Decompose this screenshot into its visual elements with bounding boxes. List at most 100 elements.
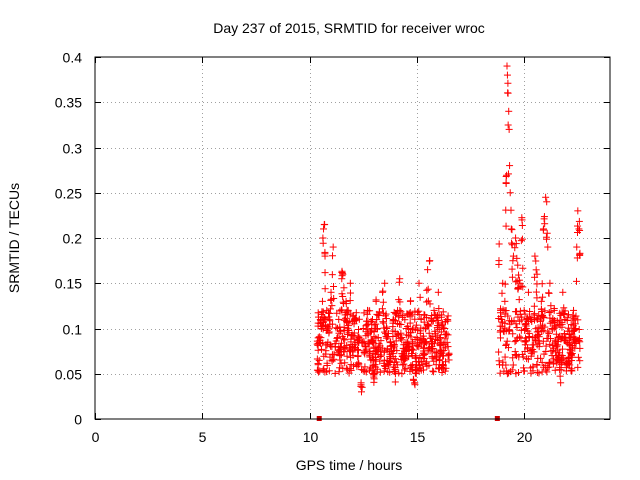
data-point [370, 321, 378, 329]
data-point [506, 162, 514, 170]
data-point [417, 366, 425, 374]
data-point [427, 316, 435, 324]
data-point [333, 309, 341, 317]
data-point [435, 364, 443, 372]
data-point [380, 367, 388, 375]
data-point [405, 340, 413, 348]
data-point [523, 314, 531, 322]
data-point [511, 348, 519, 356]
data-point [542, 233, 550, 241]
data-point [398, 370, 406, 378]
data-point [498, 289, 506, 297]
data-point [410, 376, 418, 384]
data-point [514, 313, 522, 321]
data-point [380, 319, 388, 327]
data-point [559, 288, 567, 296]
data-point [575, 325, 583, 333]
data-point [338, 290, 346, 298]
data-point [509, 257, 517, 265]
data-point [335, 347, 343, 355]
data-point [430, 368, 438, 376]
data-point [561, 307, 569, 315]
data-point [545, 309, 553, 317]
data-point [514, 369, 522, 377]
data-point [431, 327, 439, 335]
data-point [336, 364, 344, 372]
data-point [520, 364, 528, 372]
data-point [509, 361, 517, 369]
data-point [511, 338, 519, 346]
data-point [517, 334, 525, 342]
data-point [355, 361, 363, 369]
data-point [575, 335, 583, 343]
data-point [507, 225, 515, 233]
data-point [373, 368, 381, 376]
data-point [569, 336, 577, 344]
data-point [321, 368, 329, 376]
grid [95, 57, 610, 419]
data-point [340, 299, 348, 307]
data-point [362, 332, 370, 340]
data-point [314, 334, 322, 342]
data-point [321, 269, 329, 277]
data-point [496, 322, 504, 330]
data-point [404, 322, 412, 330]
data-point [524, 327, 532, 335]
data-point [404, 343, 412, 351]
data-point [532, 266, 540, 274]
data-point [317, 340, 325, 348]
data-point [366, 353, 374, 361]
data-point [416, 362, 424, 370]
data-point [317, 345, 325, 353]
data-point [389, 350, 397, 358]
data-point [389, 327, 397, 335]
data-point [508, 366, 516, 374]
data-point [556, 372, 564, 380]
data-point [391, 366, 399, 374]
data-point [330, 283, 338, 291]
data-point [569, 327, 577, 335]
data-point [391, 378, 399, 386]
data-point [553, 343, 561, 351]
data-point [532, 257, 540, 265]
data-point [504, 344, 512, 352]
data-point [379, 298, 387, 306]
data-point [407, 329, 415, 337]
data-point [537, 313, 545, 321]
data-point [517, 237, 525, 245]
data-point [576, 357, 584, 365]
y-tick-label: 0.05 [55, 367, 82, 383]
data-point [416, 293, 424, 301]
x-tick-labels: 0 5 10 15 20 [92, 429, 533, 445]
data-point [428, 354, 436, 362]
data-point [572, 312, 580, 320]
data-point [550, 304, 558, 312]
data-point [420, 318, 428, 326]
data-point [434, 316, 442, 324]
data-point [380, 347, 388, 355]
data-point [512, 278, 520, 286]
data-point [318, 322, 326, 330]
data-point [512, 320, 520, 328]
data-point [419, 361, 427, 369]
data-point [412, 365, 420, 373]
data-point [515, 296, 523, 304]
data-point [313, 355, 321, 363]
data-point [533, 369, 541, 377]
data-point [508, 241, 516, 249]
data-point [529, 345, 537, 353]
x-tick-label: 15 [410, 429, 426, 445]
data-point [570, 336, 578, 344]
data-point [515, 271, 523, 279]
data-point [542, 193, 550, 201]
data-point [537, 354, 545, 362]
data-point [415, 279, 423, 287]
data-point [503, 337, 511, 345]
data-point [513, 324, 521, 332]
data-point [381, 328, 389, 336]
data-point [508, 273, 516, 281]
data-point [406, 309, 414, 317]
data-point [495, 260, 503, 268]
data-point [320, 365, 328, 373]
data-point [386, 339, 394, 347]
